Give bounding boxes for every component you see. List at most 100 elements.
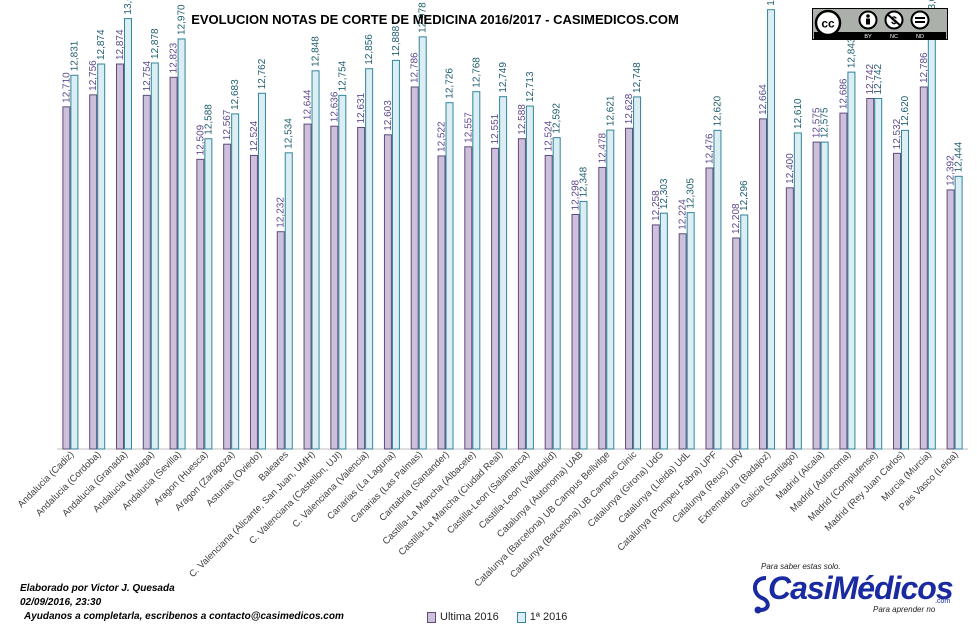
bar-ultima-2016: [383, 134, 392, 450]
data-label-primera-2016: 12,683: [230, 79, 241, 110]
bar-primera-2016: [391, 59, 400, 450]
bar-ultima-2016: [142, 94, 151, 450]
footer-contact: Ayudanos a completarla, escribenos a con…: [24, 611, 344, 622]
bar-primera-2016: [606, 129, 615, 450]
bar-ultima-2016: [196, 158, 205, 450]
stethoscope-icon: [753, 576, 770, 614]
bar-ultima-2016: [437, 155, 446, 450]
footer-author: Elaborado por Victor J. Quesada: [20, 583, 175, 594]
data-label-primera-2016: 12,843: [846, 37, 857, 68]
data-label-ultima-2016: 12,298: [570, 179, 581, 210]
bar-primera-2016: [70, 74, 79, 450]
bar-ultima-2016: [330, 125, 339, 450]
data-label-primera-2016: 12,978: [418, 2, 429, 33]
data-label-ultima-2016: 12,232: [276, 197, 287, 228]
data-label-primera-2016: 12,610: [793, 98, 804, 129]
bar-ultima-2016: [464, 146, 473, 450]
data-label-ultima-2016: 12,823: [169, 42, 180, 73]
bar-ultima-2016: [946, 189, 955, 450]
cc-term-by: BY: [864, 34, 872, 40]
data-label-ultima-2016: 12,524: [249, 120, 260, 151]
bar-ultima-2016: [598, 166, 607, 450]
logo-brand: CasiMédicos: [768, 570, 954, 606]
data-label-ultima-2016: 12,476: [704, 133, 715, 164]
bar-ultima-2016: [276, 231, 285, 450]
data-label-ultima-2016: 12,392: [946, 155, 957, 186]
casimedicos-logo: Para saber estas solo. CasiMédicos .com …: [748, 560, 954, 620]
data-label-ultima-2016: 12,224: [678, 199, 689, 230]
footer-date: 02/09/2016, 23:30: [20, 597, 102, 608]
data-label-ultima-2016: 12,509: [195, 124, 206, 155]
bar-ultima-2016: [62, 106, 71, 450]
bar-primera-2016: [499, 96, 508, 450]
logo-slogan-bottom: Para aprender no: [873, 605, 936, 614]
bar-ultima-2016: [571, 213, 580, 450]
data-label-primera-2016: 12,303: [659, 178, 670, 209]
bar-primera-2016: [231, 113, 240, 450]
data-label-primera-2016: 12,444: [954, 141, 965, 172]
data-label-ultima-2016: 12,575: [812, 107, 823, 138]
data-label-primera-2016: 12,348: [578, 166, 589, 197]
bar-primera-2016: [793, 132, 802, 450]
legend-label-primera: 1ª 2016: [529, 611, 568, 623]
bar-ultima-2016: [517, 138, 526, 450]
bar-primera-2016: [311, 70, 320, 450]
data-label-ultima-2016: 12,522: [437, 121, 448, 152]
legend-item-primera: 1ª 2016: [516, 611, 568, 623]
data-label-ultima-2016: 12,644: [303, 89, 314, 120]
data-label-primera-2016: 12,762: [257, 58, 268, 89]
data-label-ultima-2016: 12,710: [61, 72, 72, 103]
bar-ultima-2016: [410, 86, 419, 450]
bar-ultima-2016: [651, 224, 660, 450]
data-label-ultima-2016: 12,628: [624, 93, 635, 124]
data-label-ultima-2016: 12,603: [383, 100, 394, 131]
cc-icon: [814, 9, 842, 37]
bar-ultima-2016: [89, 94, 98, 450]
bar-primera-2016: [418, 36, 427, 450]
data-label-ultima-2016: 12,524: [544, 120, 555, 151]
bar-ultima-2016: [491, 147, 500, 450]
cc-term-nd: ND: [916, 34, 924, 40]
cc-text: cc: [821, 17, 835, 31]
data-label-ultima-2016: 12,664: [758, 84, 769, 115]
bar-ultima-2016: [785, 187, 794, 450]
data-label-primera-2016: 12,970: [177, 4, 188, 35]
bar-primera-2016: [579, 200, 588, 450]
data-label-primera-2016: 12,296: [739, 180, 750, 211]
data-label-primera-2016: 12,620: [712, 95, 723, 126]
bar-ultima-2016: [678, 233, 687, 450]
bar-ultima-2016: [839, 112, 848, 450]
data-label-ultima-2016: 12,588: [517, 104, 528, 135]
data-label-ultima-2016: 12,532: [892, 118, 903, 149]
bar-primera-2016: [954, 175, 963, 450]
bar-primera-2016: [472, 91, 481, 450]
bar-ultima-2016: [249, 154, 258, 450]
data-label-primera-2016: 12,534: [284, 118, 295, 149]
bar-primera-2016: [284, 152, 293, 450]
data-label-ultima-2016: 12,686: [838, 78, 849, 109]
data-label-ultima-2016: 12,400: [785, 153, 796, 184]
data-label-ultima-2016: 12,756: [88, 60, 99, 91]
bar-primera-2016: [713, 129, 722, 450]
data-label-primera-2016: 12,754: [337, 60, 348, 91]
data-label-ultima-2016: 12,786: [919, 52, 930, 83]
data-label-primera-2016: 12,749: [498, 62, 509, 93]
bar-ultima-2016: [866, 98, 875, 450]
bar-ultima-2016: [812, 141, 821, 450]
bar-primera-2016: [338, 94, 347, 450]
bar-primera-2016: [659, 212, 668, 450]
data-label-primera-2016: 12,726: [445, 68, 456, 99]
chart-title: EVOLUCION NOTAS DE CORTE DE MEDICINA 201…: [191, 12, 679, 27]
data-label-ultima-2016: 12,567: [222, 109, 233, 140]
bar-ultima-2016: [705, 167, 714, 450]
bar-primera-2016: [123, 18, 132, 450]
bar-ultima-2016: [115, 63, 124, 450]
data-label-ultima-2016: 12,551: [490, 113, 501, 144]
bar-primera-2016: [740, 214, 749, 450]
bar-primera-2016: [257, 92, 266, 450]
data-label-primera-2016: 12,878: [150, 28, 161, 59]
logo-slogan-top: Para saber estas solo.: [761, 562, 841, 571]
bar-primera-2016: [150, 62, 159, 450]
bar-primera-2016: [874, 98, 883, 450]
